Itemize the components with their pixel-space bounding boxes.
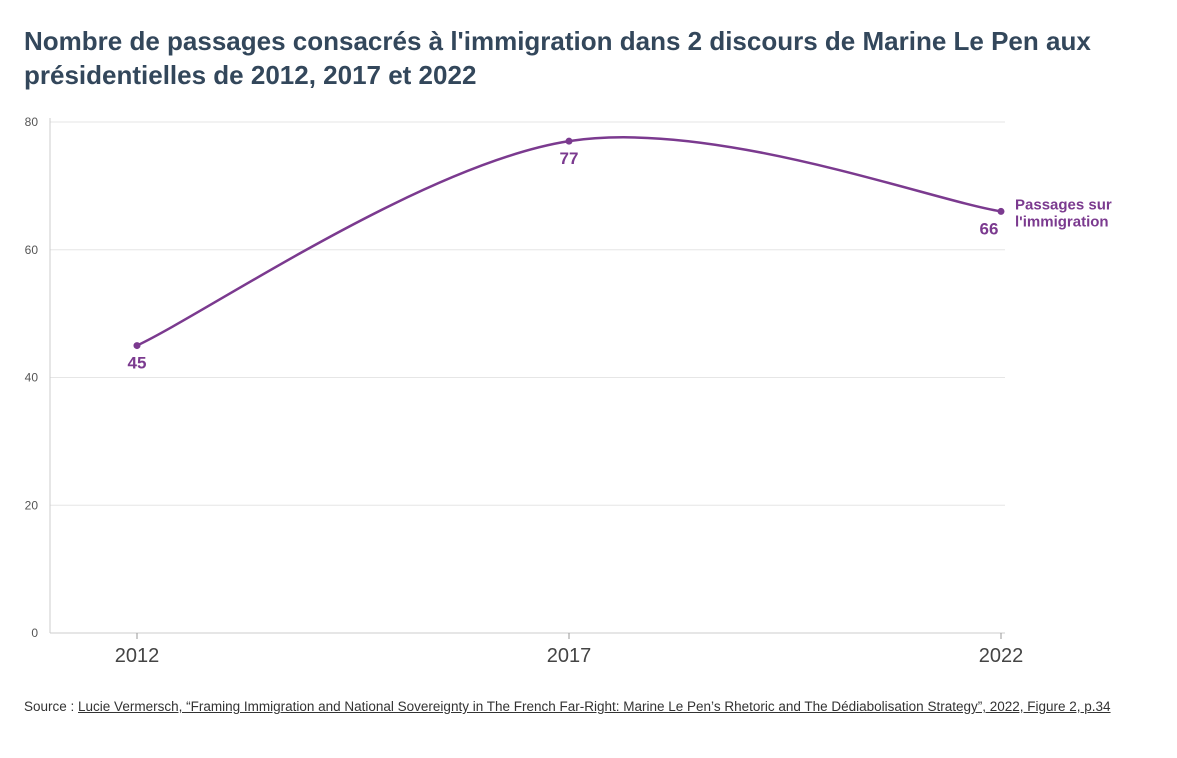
y-tick-label-20: 20 [25, 498, 39, 512]
y-axis: 0 20 40 60 80 [25, 115, 50, 640]
source-link[interactable]: Lucie Vermersch, “Framing Immigration an… [78, 699, 1111, 714]
data-point-2022 [998, 208, 1005, 215]
y-tick-label-40: 40 [25, 371, 39, 385]
source-prefix: Source : [24, 699, 78, 714]
data-label-2012: 45 [128, 354, 147, 373]
data-point-2012 [134, 342, 141, 349]
data-label-2022: 66 [980, 219, 999, 238]
x-tick-label-2022: 2022 [979, 645, 1024, 667]
series-name-line-1: l'immigration [1015, 213, 1109, 230]
x-tick-label-2012: 2012 [115, 645, 160, 667]
y-tick-label-0: 0 [31, 626, 38, 640]
data-label-2017: 77 [560, 149, 579, 168]
series-name-line-0: Passages sur [1015, 196, 1112, 213]
series-group: 45 77 66 Passages sur l'immigration [128, 137, 1112, 372]
line-chart: 0 20 40 60 80 2012 2017 2022 45 77 66 Passages su… [0, 0, 1177, 690]
series-line-0 [137, 137, 1001, 345]
x-tick-label-2017: 2017 [547, 645, 592, 667]
source-note: Source : Lucie Vermersch, “Framing Immig… [24, 697, 1154, 717]
y-tick-label-80: 80 [25, 115, 39, 129]
data-point-2017 [566, 138, 573, 145]
y-tick-label-60: 60 [25, 243, 39, 257]
x-axis: 2012 2017 2022 [50, 633, 1023, 667]
series-name-label: Passages sur l'immigration [1015, 196, 1112, 230]
